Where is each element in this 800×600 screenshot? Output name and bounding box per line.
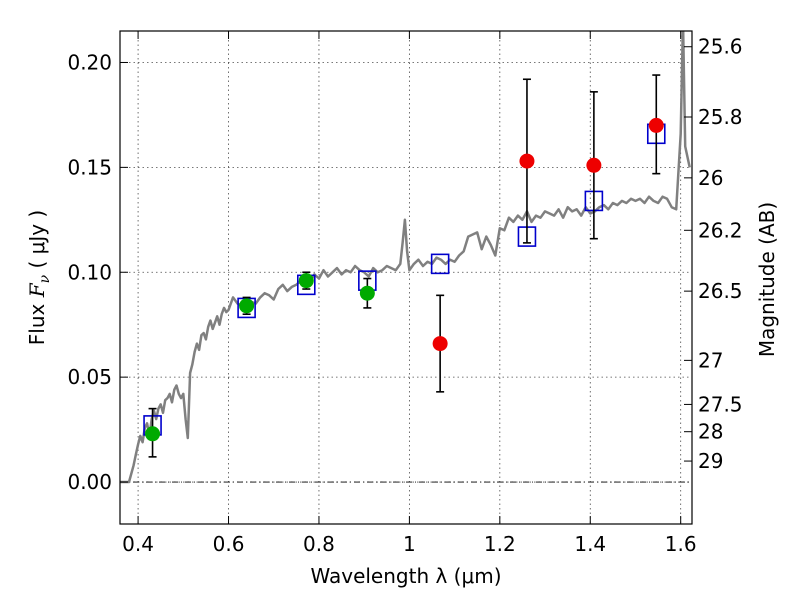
right-axis-label: Magnitude (AB) <box>755 202 779 357</box>
mag-tick-label: 25.6 <box>698 35 743 59</box>
x-tick-label: 0.4 <box>122 532 154 556</box>
data-point <box>145 426 161 442</box>
data-point <box>432 336 448 352</box>
data-point <box>519 153 535 169</box>
mag-tick-label: 27 <box>698 348 723 372</box>
x-tick-label: 0.6 <box>213 532 245 556</box>
spectrum-layer <box>120 31 691 484</box>
x-tick-label: 1.2 <box>484 532 516 556</box>
y-tick-label: 0.10 <box>67 260 112 284</box>
data-point <box>239 298 255 314</box>
mag-tick-label: 25.8 <box>698 105 743 129</box>
x-tick-label: 1.4 <box>574 532 606 556</box>
data-point <box>586 157 602 173</box>
y-axis-label-subscript: ν <box>37 274 53 283</box>
points-layer <box>143 74 666 458</box>
x-tick-label: 1.6 <box>665 532 697 556</box>
y-axis-label-prefix: Flux <box>25 297 49 345</box>
plot-frame <box>119 30 693 525</box>
y-tick-label: 0.15 <box>67 155 112 179</box>
data-point <box>298 273 314 289</box>
mag-tick-label: 29 <box>698 449 723 473</box>
mag-tick-label: 28 <box>698 420 723 444</box>
y-axis-label: Flux Fν ( μJy ) <box>25 210 53 345</box>
model-photometry-square <box>430 253 450 275</box>
x-tick-label: 0.8 <box>303 532 335 556</box>
y-tick-label: 0.20 <box>67 50 112 74</box>
y-axis-label-unit: ( μJy ) <box>25 210 49 275</box>
data-point <box>648 117 664 133</box>
mag-tick-label: 26.2 <box>698 218 743 242</box>
mag-tick-label: 26 <box>698 166 723 190</box>
x-axis-label: Wavelength λ (μm) <box>310 564 501 588</box>
template-spectrum-line <box>120 31 691 484</box>
grid-layer <box>120 31 692 524</box>
y-tick-label: 0.00 <box>67 470 112 494</box>
y-tick-label: 0.05 <box>67 365 112 389</box>
ticks-layer: 0.4 0.6 0.8 1 1.2 1.4 1.6 0.00 0.05 0.10 0.15 0.20 2… <box>67 31 743 556</box>
mag-tick-label: 27.5 <box>698 392 743 416</box>
x-tick-label: 1 <box>403 532 416 556</box>
data-point <box>359 285 375 301</box>
mag-tick-label: 26.5 <box>698 279 743 303</box>
y-axis-label-symbol: F <box>25 282 49 298</box>
